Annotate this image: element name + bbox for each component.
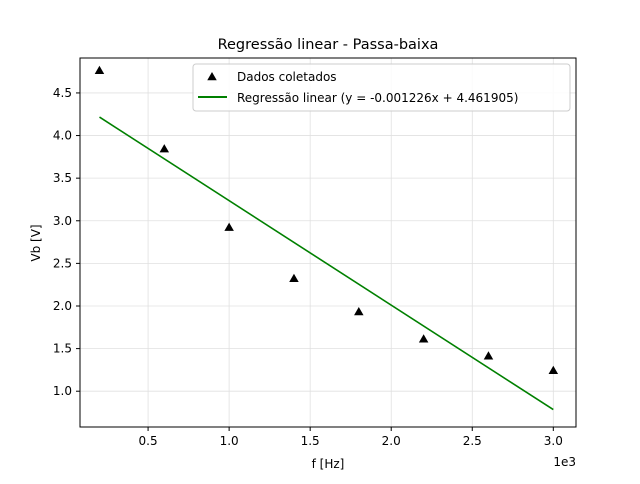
- data-point-4: [354, 306, 364, 316]
- x-tick-label-2-0: 2.0: [382, 434, 401, 448]
- legend-box: [192, 63, 571, 112]
- data-point-6: [483, 351, 494, 360]
- data-point-0: [94, 65, 105, 75]
- data-point-3: [289, 273, 299, 282]
- legend-label-regressao: Regressão linear (y = -0.001226x + 4.461…: [237, 91, 518, 105]
- data-point-2: [224, 222, 234, 231]
- y-tick-label-1-0: 1.0: [53, 384, 72, 398]
- chart-title: Regressão linear - Passa-baixa: [218, 37, 439, 53]
- x-tick-label-2-5: 2.5: [463, 434, 482, 448]
- axes-frame: [79, 57, 577, 428]
- x-tick-label-1-0: 1.0: [220, 434, 239, 448]
- y-tick-label-2-5: 2.5: [53, 256, 72, 270]
- y-tick-label-4-5: 4.5: [53, 86, 72, 100]
- x-tick-label-1-5: 1.5: [301, 434, 320, 448]
- y-tick-label-3-0: 3.0: [53, 214, 72, 228]
- y-tick-label-4-0: 4.0: [53, 129, 72, 143]
- x-axis-offset-label: 1e3: [553, 455, 576, 469]
- plot-area: [94, 65, 559, 411]
- y-tick-label-3-5: 3.5: [53, 171, 72, 185]
- data-point-5: [418, 334, 429, 343]
- x-tick-label-0-5: 0.5: [139, 434, 158, 448]
- data-point-1: [159, 144, 170, 153]
- legend: Dados coletados Regressão linear (y = -0…: [192, 63, 571, 112]
- x-axis-label: f [Hz]: [312, 457, 345, 471]
- x-tick-label-3-0: 3.0: [544, 434, 563, 448]
- y-tick-label-2-0: 2.0: [53, 299, 72, 313]
- axis-ticks: 0.5 1.0 1.5 2.0 2.5 3.0 1.0 1.5 2.0 2.5 3.0 3.5 4.0 4…: [53, 86, 563, 448]
- y-axis-label: Vb [V]: [29, 224, 43, 261]
- legend-marker-dados-coletados: [207, 72, 217, 81]
- regression-line: [99, 116, 554, 411]
- data-point-7: [548, 365, 559, 375]
- legend-label-dados-coletados: Dados coletados: [237, 70, 337, 84]
- y-tick-label-1-5: 1.5: [53, 342, 72, 356]
